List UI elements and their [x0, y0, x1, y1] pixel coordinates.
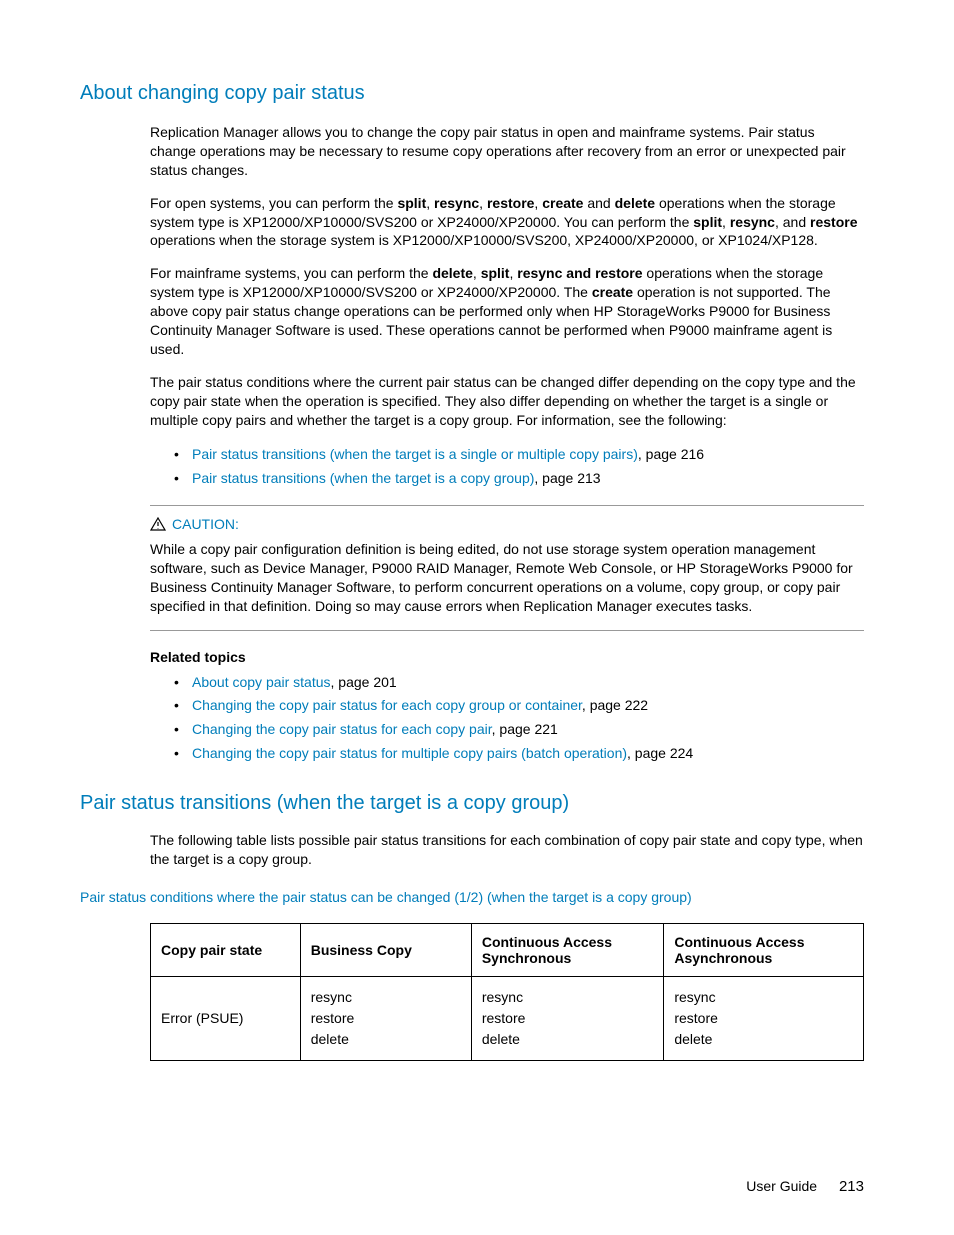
para-section2: The following table lists possible pair …	[150, 831, 864, 869]
th-copy-pair-state: Copy pair state	[151, 923, 301, 976]
caution-text: While a copy pair configuration definiti…	[150, 540, 864, 616]
table-caption: Pair status conditions where the pair st…	[80, 889, 874, 905]
footer-label: User Guide	[746, 1178, 817, 1194]
td-ca-sync: resync restore delete	[471, 976, 664, 1060]
pair-status-table: Copy pair state Business Copy Continuous…	[150, 923, 864, 1061]
divider	[150, 505, 864, 506]
th-business-copy: Business Copy	[300, 923, 471, 976]
td-state: Error (PSUE)	[151, 976, 301, 1060]
link-pair-status-group[interactable]: Pair status transitions (when the target…	[192, 470, 534, 486]
para-4: The pair status conditions where the cur…	[150, 373, 864, 430]
para-3: For mainframe systems, you can perform t…	[150, 264, 864, 358]
related-topics-list: About copy pair status, page 201 Changin…	[174, 671, 864, 766]
para-2: For open systems, you can perform the sp…	[150, 194, 864, 251]
list-item: Changing the copy pair status for multip…	[174, 742, 864, 766]
td-ca-async: resync restore delete	[664, 976, 864, 1060]
th-ca-async: Continuous Access Asynchronous	[664, 923, 864, 976]
list-item: About copy pair status, page 201	[174, 671, 864, 695]
link-change-each-pair[interactable]: Changing the copy pair status for each c…	[192, 721, 492, 737]
link-change-group-container[interactable]: Changing the copy pair status for each c…	[192, 697, 582, 713]
para-1: Replication Manager allows you to change…	[150, 123, 864, 180]
section-heading: About changing copy pair status	[80, 82, 874, 105]
caution-icon	[150, 517, 166, 531]
page-number: 213	[839, 1178, 864, 1195]
link-about-copy-pair-status[interactable]: About copy pair status	[192, 674, 331, 690]
list-item: Changing the copy pair status for each c…	[174, 718, 864, 742]
th-ca-sync: Continuous Access Synchronous	[471, 923, 664, 976]
link-pair-status-single[interactable]: Pair status transitions (when the target…	[192, 446, 638, 462]
caution-header: CAUTION:	[150, 516, 864, 532]
see-following-list: Pair status transitions (when the target…	[174, 443, 864, 491]
td-business-copy: resync restore delete	[300, 976, 471, 1060]
list-item: Pair status transitions (when the target…	[174, 467, 864, 491]
caution-label: CAUTION:	[172, 516, 239, 532]
divider	[150, 630, 864, 631]
link-change-batch[interactable]: Changing the copy pair status for multip…	[192, 745, 627, 761]
table-row: Error (PSUE) resync restore delete resyn…	[151, 976, 864, 1060]
table-header-row: Copy pair state Business Copy Continuous…	[151, 923, 864, 976]
list-item: Changing the copy pair status for each c…	[174, 694, 864, 718]
related-topics-heading: Related topics	[150, 649, 864, 665]
page-footer: User Guide 213	[746, 1178, 864, 1195]
list-item: Pair status transitions (when the target…	[174, 443, 864, 467]
section-heading-2: Pair status transitions (when the target…	[80, 792, 874, 815]
